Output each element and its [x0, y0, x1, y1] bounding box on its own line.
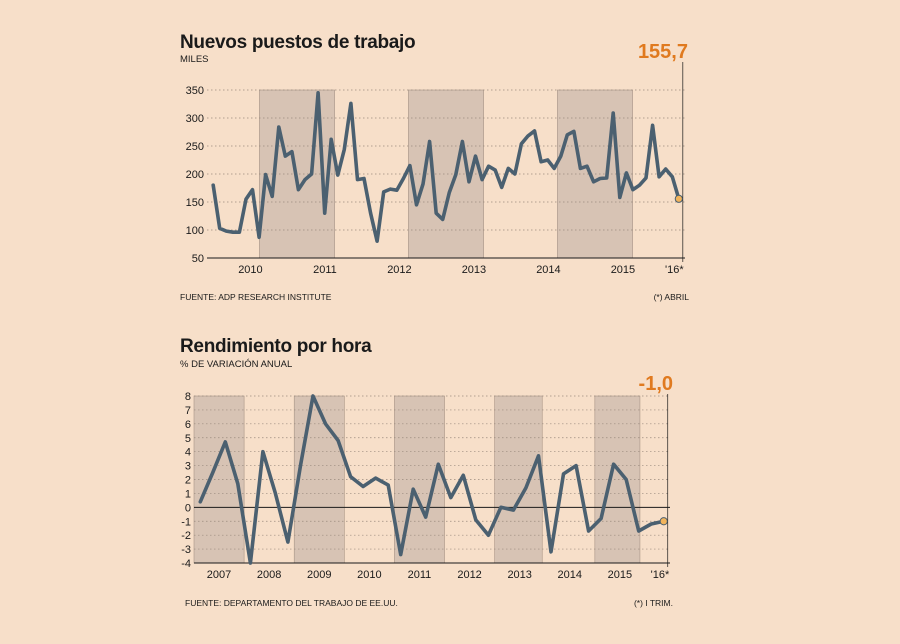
x-year-label: 2013: [462, 264, 486, 276]
chart-note: (*) ABRIL: [654, 292, 690, 302]
y-tick-label: 6: [185, 419, 191, 431]
x-year-label: '16*: [651, 569, 670, 581]
y-axis-ticks: 8 7 6 5 4 3 21 0 -1 -2 -3 -4: [181, 391, 191, 570]
y-tick-label: -2: [181, 530, 191, 542]
x-axis-year-labels: 2007 2008 2009 2010 2011 2012 2013 2014 2015 '16*: [207, 569, 670, 581]
x-year-label: 2014: [558, 569, 582, 581]
x-year-label: '16*: [665, 264, 684, 276]
gridlines: [194, 395, 670, 550]
chart-subtitle: MILES: [180, 54, 209, 65]
y-tick-label: 4: [185, 447, 191, 459]
x-year-label: 2015: [608, 569, 632, 581]
x-year-label: 2014: [536, 264, 560, 276]
y-tick-label: 350: [186, 85, 204, 97]
y-tick-label: 200: [186, 169, 204, 181]
y-tick-label: -3: [181, 544, 191, 556]
x-year-label: 2013: [507, 569, 531, 581]
y-tick-label: -4: [181, 558, 191, 570]
latest-value-callout: 155,7: [638, 41, 688, 63]
x-year-label: 2010: [238, 264, 262, 276]
y-tick-label: 7: [185, 405, 191, 417]
y-tick-label: 250: [186, 141, 204, 153]
y-tick-label: 0: [185, 502, 191, 514]
chart-source: FUENTE: ADP RESEARCH INSTITUTE: [180, 292, 332, 302]
chart-source: FUENTE: DEPARTAMENTO DEL TRABAJO DE EE.U…: [185, 598, 398, 608]
y-tick-label: 100: [186, 225, 204, 237]
y-tick-label: 2: [185, 475, 191, 487]
x-year-label: 2007: [207, 569, 231, 581]
y-tick-label: -1: [181, 516, 191, 528]
latest-value-point: [659, 517, 668, 526]
y-tick-label: 5: [185, 433, 191, 445]
x-year-label: 2015: [611, 264, 635, 276]
x-year-label: 2012: [457, 569, 481, 581]
y-tick-label: 50: [192, 253, 204, 265]
shaded-period: [594, 395, 641, 564]
latest-value-point: [674, 194, 683, 203]
chart-note: (*) I TRIM.: [634, 598, 673, 608]
series-line: [198, 394, 666, 565]
chart-title: Rendimiento por hora: [180, 336, 372, 357]
y-tick-label: 8: [185, 391, 191, 403]
y-tick-label: 300: [186, 113, 204, 125]
y-tick-label: 1: [185, 488, 191, 500]
y-tick-label: 150: [186, 197, 204, 209]
chart-subtitle: % DE VARIACIÓN ANUAL: [180, 359, 292, 370]
y-tick-label: 3: [185, 461, 191, 473]
x-year-label: 2008: [257, 569, 281, 581]
latest-value-callout: -1,0: [639, 373, 673, 395]
chart-title: Nuevos puestos de trabajo: [180, 32, 415, 53]
x-axis-year-labels: 2010 2011 2012 2013 2014 2015 '16*: [238, 264, 684, 276]
x-year-label: 2010: [357, 569, 381, 581]
x-year-label: 2009: [307, 569, 331, 581]
x-year-label: 2011: [313, 264, 337, 276]
x-year-label: 2012: [387, 264, 411, 276]
x-year-label: 2011: [408, 569, 432, 581]
series-line: [211, 91, 681, 243]
y-axis-ticks: 350 300 250 200 150 100 50: [186, 85, 204, 265]
